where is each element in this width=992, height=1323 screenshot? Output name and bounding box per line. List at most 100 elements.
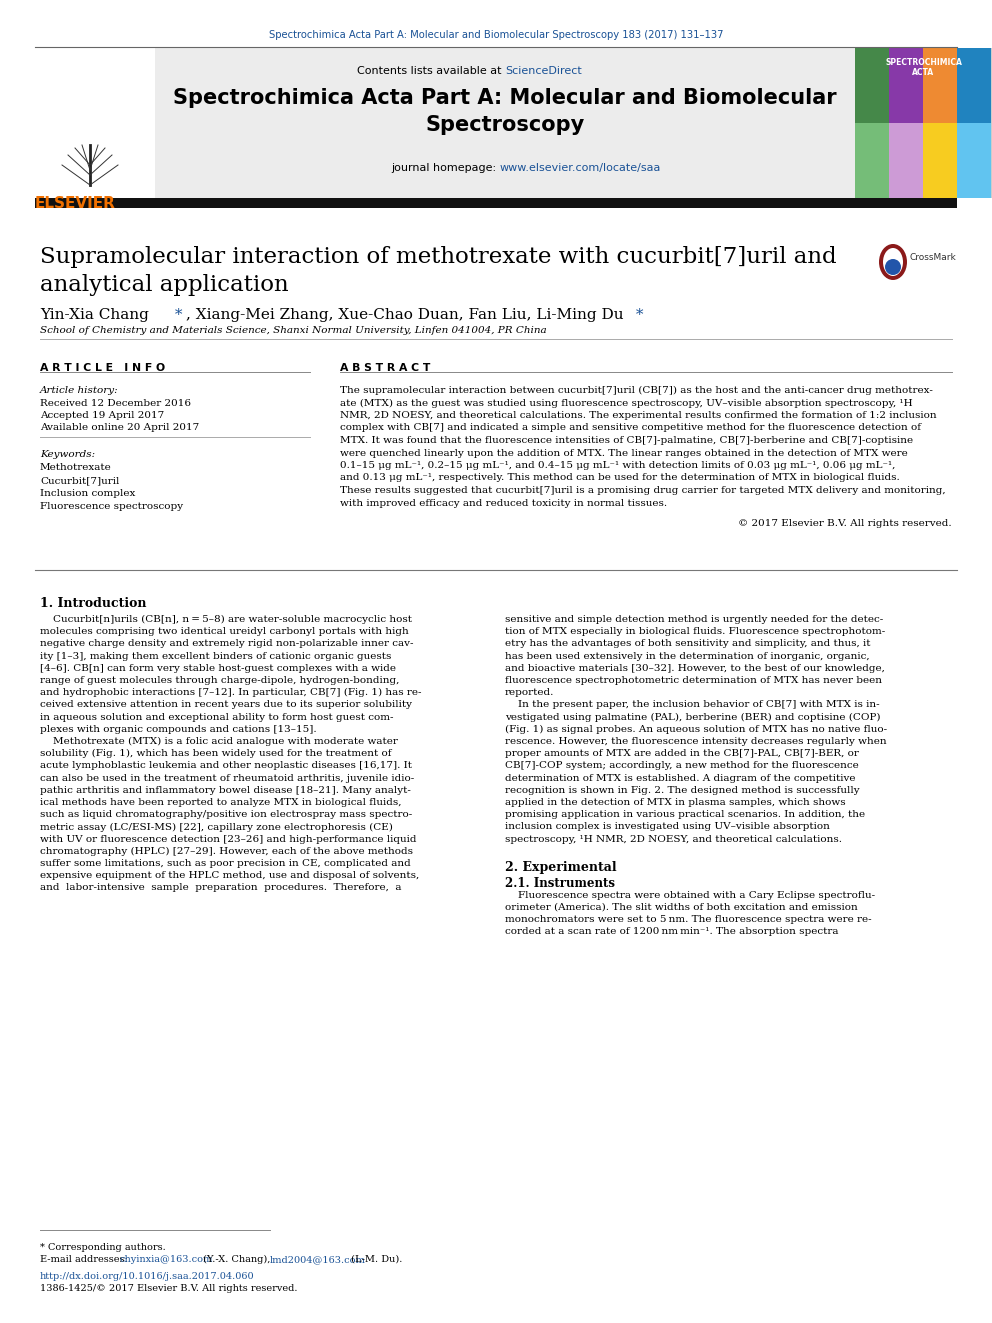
Text: reported.: reported. [505, 688, 555, 697]
Text: *: * [170, 308, 183, 321]
Text: School of Chemistry and Materials Science, Shanxi Normal University, Linfen 0410: School of Chemistry and Materials Scienc… [40, 325, 547, 335]
Bar [957, 48, 991, 123]
Bar [889, 48, 923, 123]
Bar [155, 48, 855, 198]
Text: inclusion complex is investigated using UV–visible absorption: inclusion complex is investigated using … [505, 823, 830, 831]
Text: The supramolecular interaction between cucurbit[7]uril (CB[7]) as the host and t: The supramolecular interaction between c… [340, 386, 932, 396]
Text: corded at a scan rate of 1200 nm min⁻¹. The absorption spectra: corded at a scan rate of 1200 nm min⁻¹. … [505, 927, 838, 937]
Text: sensitive and simple detection method is urgently needed for the detec-: sensitive and simple detection method is… [505, 615, 883, 624]
Text: MTX. It was found that the fluorescence intensities of CB[7]-palmatine, CB[7]-be: MTX. It was found that the fluorescence … [340, 437, 913, 445]
Bar [855, 48, 889, 123]
Text: and hydrophobic interactions [7–12]. In particular, CB[7] (Fig. 1) has re-: and hydrophobic interactions [7–12]. In … [40, 688, 422, 697]
Text: NMR, 2D NOESY, and theoretical calculations. The experimental results confirmed : NMR, 2D NOESY, and theoretical calculati… [340, 411, 936, 419]
Text: spectroscopy, ¹H NMR, 2D NOESY, and theoretical calculations.: spectroscopy, ¹H NMR, 2D NOESY, and theo… [505, 835, 842, 844]
Text: ScienceDirect: ScienceDirect [505, 66, 581, 75]
Text: www.elsevier.com/locate/saa: www.elsevier.com/locate/saa [500, 163, 662, 173]
Text: journal homepage:: journal homepage: [392, 163, 500, 173]
Text: tion of MTX especially in biological fluids. Fluorescence spectrophotom-: tion of MTX especially in biological flu… [505, 627, 885, 636]
Text: Available online 20 April 2017: Available online 20 April 2017 [40, 423, 199, 433]
Text: acute lymphoblastic leukemia and other neoplastic diseases [16,17]. It: acute lymphoblastic leukemia and other n… [40, 762, 412, 770]
Bar [923, 48, 957, 123]
Text: applied in the detection of MTX in plasma samples, which shows: applied in the detection of MTX in plasm… [505, 798, 845, 807]
Text: chyinxia@163.com: chyinxia@163.com [119, 1256, 212, 1263]
Text: ceived extensive attention in recent years due to its superior solubility: ceived extensive attention in recent yea… [40, 700, 412, 709]
Text: in aqueous solution and exceptional ability to form host guest com-: in aqueous solution and exceptional abil… [40, 713, 394, 721]
Bar [855, 48, 992, 198]
Text: plexes with organic compounds and cations [13–15].: plexes with organic compounds and cation… [40, 725, 316, 734]
Bar [957, 123, 991, 198]
Text: E-mail addresses:: E-mail addresses: [40, 1256, 131, 1263]
Text: such as liquid chromatography/positive ion electrospray mass spectro-: such as liquid chromatography/positive i… [40, 810, 413, 819]
Text: rescence. However, the fluorescence intensity decreases regularly when: rescence. However, the fluorescence inte… [505, 737, 887, 746]
Text: metric assay (LC/ESI-MS) [22], capillary zone electrophoresis (CE): metric assay (LC/ESI-MS) [22], capillary… [40, 823, 393, 832]
Text: proper amounts of MTX are added in the CB[7]-PAL, CB[7]-BER, or: proper amounts of MTX are added in the C… [505, 749, 859, 758]
Text: * Corresponding authors.: * Corresponding authors. [40, 1244, 166, 1252]
Text: promising application in various practical scenarios. In addition, the: promising application in various practic… [505, 810, 865, 819]
Text: orimeter (America). The slit widths of both excitation and emission: orimeter (America). The slit widths of b… [505, 904, 858, 912]
Text: ELSEVIER: ELSEVIER [35, 196, 116, 210]
Text: *: * [631, 308, 644, 321]
Text: and bioactive materials [30–32]. However, to the best of our knowledge,: and bioactive materials [30–32]. However… [505, 664, 885, 673]
Text: molecules comprising two identical ureidyl carbonyl portals with high: molecules comprising two identical ureid… [40, 627, 409, 636]
Text: with improved efficacy and reduced toxicity in normal tissues.: with improved efficacy and reduced toxic… [340, 499, 668, 508]
Text: etry has the advantages of both sensitivity and simplicity, and thus, it: etry has the advantages of both sensitiv… [505, 639, 871, 648]
Text: and 0.13 μg mL⁻¹, respectively. This method can be used for the determination of: and 0.13 μg mL⁻¹, respectively. This met… [340, 474, 900, 483]
Text: Spectroscopy: Spectroscopy [426, 115, 584, 135]
Text: monochromators were set to 5 nm. The fluorescence spectra were re-: monochromators were set to 5 nm. The flu… [505, 916, 872, 925]
Text: , Xiang-Mei Zhang, Xue-Chao Duan, Fan Liu, Li-Ming Du: , Xiang-Mei Zhang, Xue-Chao Duan, Fan Li… [186, 308, 624, 321]
Text: http://dx.doi.org/10.1016/j.saa.2017.04.060: http://dx.doi.org/10.1016/j.saa.2017.04.… [40, 1271, 255, 1281]
Text: Contents lists available at: Contents lists available at [357, 66, 505, 75]
Text: has been used extensively in the determination of inorganic, organic,: has been used extensively in the determi… [505, 652, 870, 660]
Text: © 2017 Elsevier B.V. All rights reserved.: © 2017 Elsevier B.V. All rights reserved… [738, 519, 952, 528]
Text: pathic arthritis and inflammatory bowel disease [18–21]. Many analyt-: pathic arthritis and inflammatory bowel … [40, 786, 411, 795]
Bar [889, 123, 923, 198]
Text: In the present paper, the inclusion behavior of CB[7] with MTX is in-: In the present paper, the inclusion beha… [505, 700, 880, 709]
Text: Methotrexate: Methotrexate [40, 463, 112, 472]
Text: ical methods have been reported to analyze MTX in biological fluids,: ical methods have been reported to analy… [40, 798, 402, 807]
Text: Cucurbit[n]urils (CB[n], n = 5–8) are water-soluble macrocyclic host: Cucurbit[n]urils (CB[n], n = 5–8) are wa… [40, 615, 412, 624]
Text: 0.1–15 μg mL⁻¹, 0.2–15 μg mL⁻¹, and 0.4–15 μg mL⁻¹ with detection limits of 0.03: 0.1–15 μg mL⁻¹, 0.2–15 μg mL⁻¹, and 0.4–… [340, 460, 896, 470]
Bar [35, 198, 957, 208]
Text: negative charge density and extremely rigid non-polarizable inner cav-: negative charge density and extremely ri… [40, 639, 414, 648]
Text: were quenched linearly upon the addition of MTX. The linear ranges obtained in t: were quenched linearly upon the addition… [340, 448, 908, 458]
Text: (Fig. 1) as signal probes. An aqueous solution of MTX has no native fluo-: (Fig. 1) as signal probes. An aqueous so… [505, 725, 887, 734]
Text: with UV or fluorescence detection [23–26] and high-performance liquid: with UV or fluorescence detection [23–26… [40, 835, 417, 844]
Text: 1386-1425/© 2017 Elsevier B.V. All rights reserved.: 1386-1425/© 2017 Elsevier B.V. All right… [40, 1285, 298, 1293]
Text: CrossMark: CrossMark [909, 254, 955, 262]
Text: A R T I C L E   I N F O: A R T I C L E I N F O [40, 363, 165, 373]
Text: range of guest molecules through charge-dipole, hydrogen-bonding,: range of guest molecules through charge-… [40, 676, 400, 685]
Text: expensive equipment of the HPLC method, use and disposal of solvents,: expensive equipment of the HPLC method, … [40, 872, 420, 880]
Text: ate (MTX) as the guest was studied using fluorescence spectroscopy, UV–visible a: ate (MTX) as the guest was studied using… [340, 398, 913, 407]
Ellipse shape [885, 259, 901, 275]
Text: fluorescence spectrophotometric determination of MTX has never been: fluorescence spectrophotometric determin… [505, 676, 882, 685]
Text: determination of MTX is established. A diagram of the competitive: determination of MTX is established. A d… [505, 774, 855, 783]
Text: Supramolecular interaction of methotrexate with cucurbit[7]uril and: Supramolecular interaction of methotrexa… [40, 246, 836, 269]
Text: can also be used in the treatment of rheumatoid arthritis, juvenile idio-: can also be used in the treatment of rhe… [40, 774, 415, 783]
Text: ity [1–3], making them excellent binders of cationic organic guests: ity [1–3], making them excellent binders… [40, 652, 392, 660]
Ellipse shape [879, 243, 907, 280]
Text: Fluorescence spectroscopy: Fluorescence spectroscopy [40, 501, 184, 511]
Text: complex with CB[7] and indicated a simple and sensitive competitive method for t: complex with CB[7] and indicated a simpl… [340, 423, 921, 433]
Text: CB[7]-COP system; accordingly, a new method for the fluorescence: CB[7]-COP system; accordingly, a new met… [505, 762, 859, 770]
Text: [4–6]. CB[n] can form very stable host-guest complexes with a wide: [4–6]. CB[n] can form very stable host-g… [40, 664, 396, 673]
Text: SPECTROCHIMICA
ACTA: SPECTROCHIMICA ACTA [885, 58, 962, 78]
Text: 1. Introduction: 1. Introduction [40, 597, 147, 610]
Text: 2. Experimental: 2. Experimental [505, 861, 617, 873]
Text: A B S T R A C T: A B S T R A C T [340, 363, 431, 373]
Text: (Y.-X. Chang),: (Y.-X. Chang), [200, 1256, 274, 1263]
Text: 2.1. Instruments: 2.1. Instruments [505, 877, 615, 890]
Text: Methotrexate (MTX) is a folic acid analogue with moderate water: Methotrexate (MTX) is a folic acid analo… [40, 737, 398, 746]
Text: Article history:: Article history: [40, 386, 119, 396]
Ellipse shape [883, 247, 903, 277]
Text: Spectrochimica Acta Part A: Molecular and Biomolecular: Spectrochimica Acta Part A: Molecular an… [174, 89, 837, 108]
Text: solubility (Fig. 1), which has been widely used for the treatment of: solubility (Fig. 1), which has been wide… [40, 749, 392, 758]
Text: lmd2004@163.com: lmd2004@163.com [270, 1256, 366, 1263]
Text: (L-M. Du).: (L-M. Du). [348, 1256, 403, 1263]
Bar [855, 123, 889, 198]
Text: These results suggested that cucurbit[7]uril is a promising drug carrier for tar: These results suggested that cucurbit[7]… [340, 486, 945, 495]
Text: Cucurbit[7]uril: Cucurbit[7]uril [40, 476, 119, 486]
Text: analytical application: analytical application [40, 274, 289, 296]
Text: vestigated using palmatine (PAL), berberine (BER) and coptisine (COP): vestigated using palmatine (PAL), berber… [505, 713, 881, 722]
Text: Spectrochimica Acta Part A: Molecular and Biomolecular Spectroscopy 183 (2017) 1: Spectrochimica Acta Part A: Molecular an… [269, 30, 723, 40]
Text: Keywords:: Keywords: [40, 450, 95, 459]
